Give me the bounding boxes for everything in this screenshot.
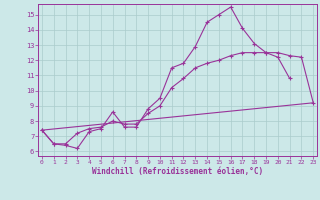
- X-axis label: Windchill (Refroidissement éolien,°C): Windchill (Refroidissement éolien,°C): [92, 167, 263, 176]
